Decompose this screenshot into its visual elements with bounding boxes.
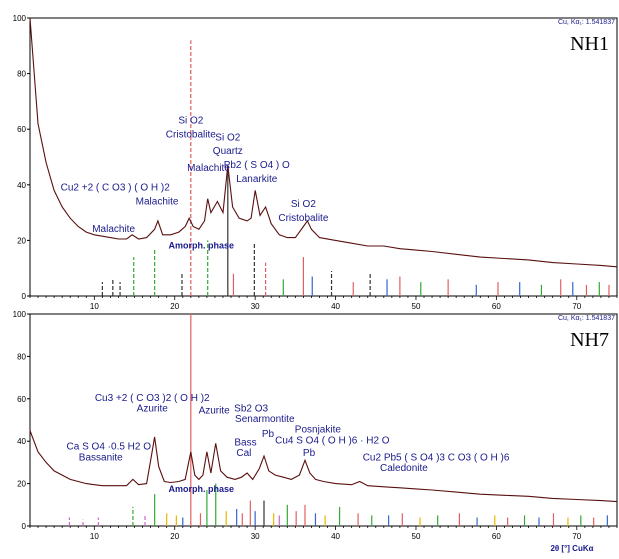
- y-tick-label: 40: [17, 437, 26, 446]
- amorphous-phase-label: Amorph. phase: [169, 241, 235, 251]
- peak-annotation: Si O2: [215, 132, 240, 143]
- diffraction-pattern-line: [29, 430, 618, 503]
- x-tick-label: 30: [251, 302, 260, 311]
- peak-annotation: Ca S O4 ·0.5 H2 O: [67, 442, 152, 453]
- peak-annotation: Malachite: [92, 224, 135, 235]
- peak-annotation: Pb: [262, 429, 275, 440]
- x-tick-label: 40: [331, 532, 340, 541]
- peak-annotation: Cu2 Pb5 ( S O4 )3 C O3 ( O H )6: [363, 452, 510, 463]
- y-tick-label: 20: [17, 480, 26, 489]
- peak-annotation: Caledonite: [380, 463, 428, 474]
- x-tick-label: 60: [492, 532, 501, 541]
- sample-label: NH1: [570, 33, 609, 55]
- peak-annotation: Quartz: [213, 146, 243, 157]
- x-tick-label: 60: [492, 302, 501, 311]
- x-tick-label: 40: [331, 302, 340, 311]
- peak-annotation: Senarmontite: [235, 414, 295, 425]
- x-tick-label: 10: [90, 532, 99, 541]
- peak-annotation: Cu2 +2 ( C O3 ) ( O H )2: [61, 182, 171, 193]
- peak-annotation: Pb2 ( S O4 ) O: [224, 160, 290, 171]
- y-tick-label: 80: [17, 70, 26, 79]
- peak-annotation: Malachite: [136, 196, 179, 207]
- peak-annotation: Azurite: [137, 404, 169, 415]
- peak-annotation: Posnjakite: [295, 425, 342, 436]
- x-tick-label: 20: [170, 532, 179, 541]
- x-axis-label: 2θ [°] CuKα: [550, 544, 593, 553]
- peak-annotation: Cu4 S O4 ( O H )6 · H2 O: [275, 435, 390, 446]
- y-tick-label: 60: [17, 125, 26, 134]
- peak-annotation: Azurite: [199, 406, 231, 417]
- y-tick-label: 0: [22, 522, 27, 531]
- peak-annotation: Cu3 +2 ( C O3 )2 ( O H )2: [95, 393, 210, 404]
- y-tick-label: 40: [17, 181, 26, 190]
- y-tick-label: 60: [17, 395, 26, 404]
- y-tick-label: 20: [17, 236, 26, 245]
- amorphous-phase-label: Amorph. phase: [169, 484, 235, 494]
- x-tick-label: 20: [170, 302, 179, 311]
- x-tick-label: 50: [412, 532, 421, 541]
- peak-annotation: Si O2: [291, 199, 316, 210]
- peak-annotation: Lanarkite: [236, 174, 278, 185]
- y-tick-label: 100: [13, 310, 27, 319]
- x-tick-label: 10: [90, 302, 99, 311]
- plot-frame-2: [29, 313, 618, 527]
- radiation-label: Cu, Kα₁: 1.541837: [558, 19, 615, 26]
- peak-annotation: Cal: [236, 448, 251, 459]
- radiation-label: Cu, Kα₁: 1.541837: [558, 315, 615, 322]
- peak-annotation: Malachite: [187, 163, 230, 174]
- x-tick-label: 70: [572, 302, 581, 311]
- y-tick-label: 0: [22, 292, 27, 301]
- peak-annotation: Sb2 O3: [234, 404, 268, 415]
- peak-annotation: Bass: [234, 437, 256, 448]
- peak-annotation: Cristobalite: [166, 130, 216, 141]
- diffraction-pattern-line: [29, 17, 618, 268]
- x-tick-label: 30: [251, 532, 260, 541]
- x-tick-label: 70: [572, 532, 581, 541]
- peak-annotation: Cristobalite: [278, 213, 328, 224]
- peak-annotation: Si O2: [178, 116, 203, 127]
- sample-label: NH7: [570, 329, 609, 351]
- y-tick-label: 80: [17, 352, 26, 361]
- y-tick-label: 100: [13, 14, 27, 23]
- plot-frame-1: [29, 17, 618, 297]
- x-tick-label: 50: [412, 302, 421, 311]
- peak-annotation: Pb: [303, 448, 316, 459]
- peak-annotation: Bassanite: [79, 452, 123, 463]
